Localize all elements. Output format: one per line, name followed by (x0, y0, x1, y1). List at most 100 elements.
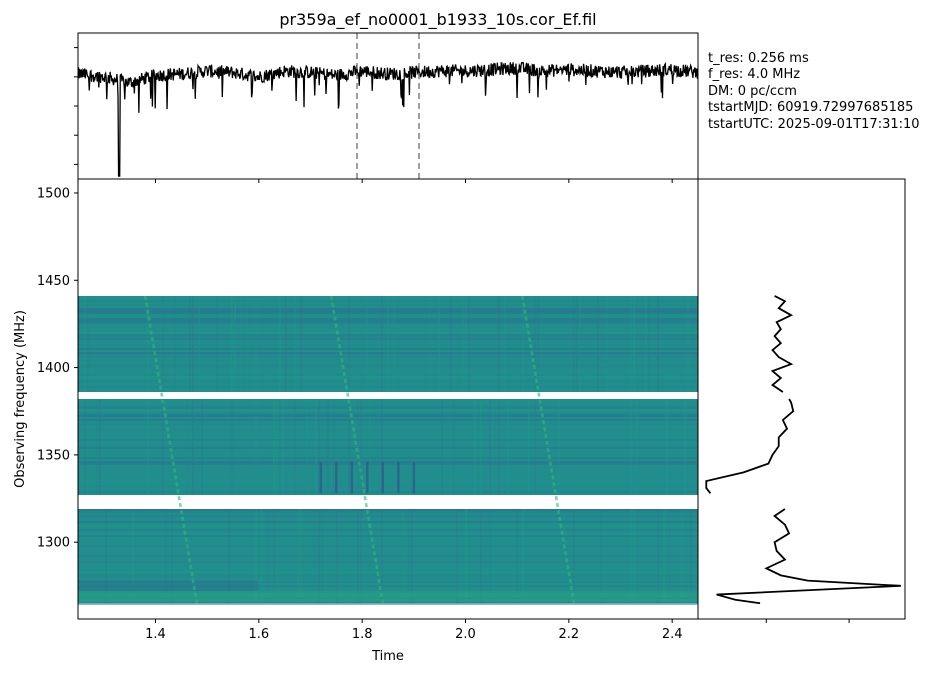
time-column (630, 295, 632, 393)
time-column (573, 295, 575, 393)
time-column (336, 509, 338, 604)
time-column (231, 295, 233, 393)
time-column (687, 295, 689, 393)
info-line: tstartUTC: 2025-09-01T17:31:10 (708, 117, 920, 132)
channel-row (78, 463, 698, 465)
time-column (657, 509, 659, 604)
rfi-streak (319, 461, 323, 494)
time-column (300, 509, 302, 604)
time-column (474, 399, 476, 496)
x-tick-label: 2.4 (662, 627, 683, 642)
time-column (633, 509, 635, 604)
rfi-streak (381, 461, 385, 494)
dark-channel (78, 580, 258, 592)
y-tick-label: 1350 (37, 448, 70, 463)
time-column (630, 509, 632, 604)
time-column (216, 295, 218, 393)
x-tick-label: 2.2 (558, 627, 579, 642)
time-column (273, 509, 275, 604)
channel-row (78, 317, 698, 320)
time-column (633, 295, 635, 393)
time-column (87, 295, 89, 393)
frequency-band (78, 509, 698, 604)
time-column (357, 509, 359, 604)
channel-row (78, 409, 698, 411)
channel-row (78, 385, 698, 388)
time-column (522, 295, 524, 393)
time-column (255, 509, 257, 604)
dispersed-pulse (329, 295, 385, 604)
info-line: t_res: 0.256 ms (708, 51, 809, 66)
time-column (690, 509, 692, 604)
dispersed-pulse (521, 295, 576, 604)
info-text-block: t_res: 0.256 ms f_res: 4.0 MHz DM: 0 pc/… (708, 51, 920, 132)
channel-row (78, 529, 698, 531)
y-tick-label: 1500 (37, 186, 70, 201)
time-column (468, 295, 470, 393)
time-column (381, 509, 383, 604)
time-column (294, 295, 296, 393)
channel-row (78, 375, 698, 378)
time-column (669, 509, 671, 604)
channel-row (78, 533, 698, 535)
time-column (666, 399, 668, 496)
time-column (453, 399, 455, 496)
channel-row (78, 355, 698, 358)
time-series-panel (74, 32, 699, 180)
time-column (480, 399, 482, 496)
x-axis-label: Time (371, 649, 404, 664)
waterfall-panel: 1.4 1.6 1.8 2.0 2.2 2.4 13001350140014501500 … (13, 178, 699, 664)
time-column (348, 399, 350, 496)
time-column (534, 295, 536, 393)
time-series-frame (77, 32, 699, 180)
time-column (498, 295, 500, 393)
time-column (174, 295, 176, 393)
channel-row (78, 351, 698, 354)
time-column (516, 509, 518, 604)
channel-row (78, 349, 698, 352)
time-column (504, 295, 506, 393)
time-column (282, 399, 284, 496)
channel-row (78, 321, 698, 324)
channel-row (78, 335, 698, 338)
time-column (234, 295, 236, 393)
channel-row (78, 515, 698, 517)
time-column (438, 295, 440, 393)
channel-row (78, 603, 698, 605)
time-column (684, 399, 686, 496)
time-column (240, 295, 242, 393)
time-column (315, 399, 317, 496)
time-column (198, 295, 200, 393)
time-column (162, 399, 164, 496)
channel-row (78, 353, 698, 356)
channel-row (78, 491, 698, 493)
channel-row (78, 343, 698, 346)
time-column (171, 509, 173, 604)
time-column (132, 509, 134, 604)
time-column (492, 399, 494, 496)
time-column (147, 399, 149, 496)
channel-row (78, 511, 698, 513)
time-column (450, 295, 452, 393)
time-column (366, 295, 368, 393)
time-column (489, 509, 491, 604)
time-column (576, 295, 578, 393)
channel-row (78, 413, 698, 415)
rfi-streak (397, 461, 400, 494)
time-column (186, 399, 188, 496)
time-column (84, 295, 86, 393)
rfi-streak (412, 461, 416, 494)
info-line: tstartMJD: 60919.72997685185 (708, 100, 913, 115)
channel-row (78, 405, 698, 407)
time-column (537, 295, 539, 393)
channel-row (78, 585, 698, 587)
channel-row (78, 485, 698, 487)
time-column (84, 399, 86, 496)
time-column (318, 509, 320, 604)
info-line: f_res: 4.0 MHz (708, 67, 800, 82)
spectrum-line (705, 398, 795, 494)
spectrum-frame (697, 178, 906, 620)
channel-row (78, 331, 698, 334)
time-column (681, 509, 683, 604)
time-column (267, 509, 269, 604)
